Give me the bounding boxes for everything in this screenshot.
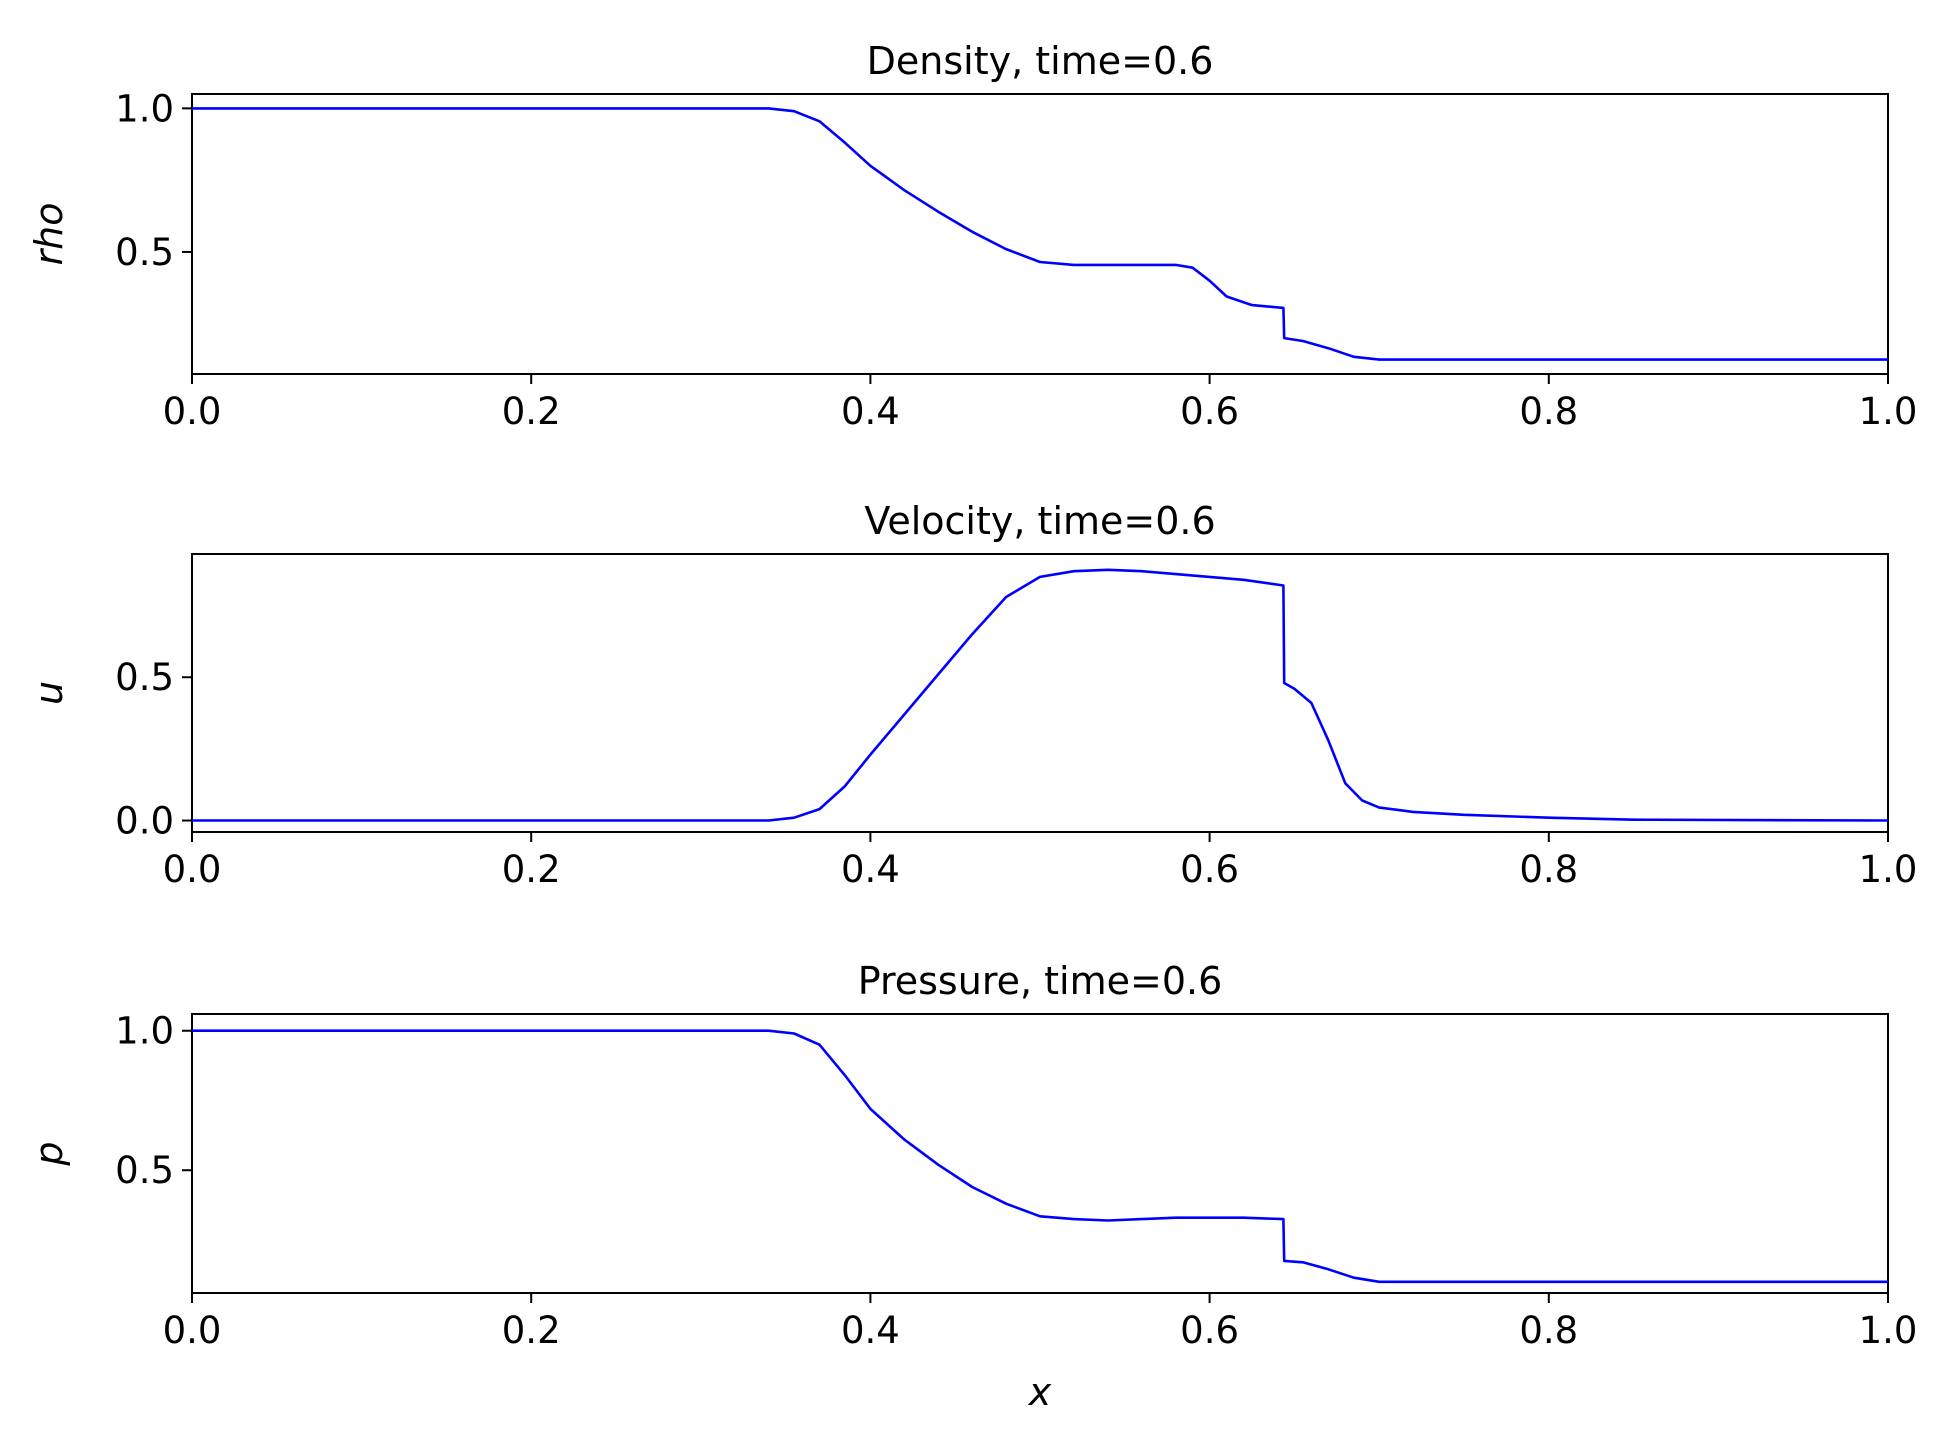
p-x-tick-label: 0.4: [841, 1309, 900, 1352]
p-plot-frame: [191, 1013, 1889, 1294]
rho-plot-frame: [191, 93, 1889, 375]
p-y-tick-label: 0.5: [115, 1149, 174, 1192]
u-y-axis-label: u: [27, 681, 71, 705]
rho-chart-title: Density, time=0.6: [867, 39, 1214, 83]
p-y-tick-label: 1.0: [115, 1010, 174, 1053]
u-series-line: [192, 568, 1889, 822]
u-x-tick-label: 0.6: [1180, 848, 1239, 891]
rho-x-tick-label: 0.8: [1519, 390, 1578, 433]
u-chart-title: Velocity, time=0.6: [864, 499, 1215, 543]
u-x-tick-label: 0.2: [502, 848, 561, 891]
p-x-axis-label: x: [1028, 1370, 1052, 1414]
rho-x-tick-label: 0.4: [841, 390, 900, 433]
p-x-tick-label: 0.0: [163, 1309, 222, 1352]
p-series-line: [192, 1029, 1888, 1284]
rho-series-line: [192, 107, 1888, 361]
rho-y-tick-label: 1.0: [115, 87, 174, 130]
velocity-panel: Velocity, time=0.6 0.0 0.2 0.4 0.6 0.8 1.0 0.0 0…: [27, 499, 1917, 891]
rho-x-tick-label: 0.0: [163, 390, 222, 433]
p-x-tick-label: 0.6: [1180, 1309, 1239, 1352]
p-chart-title: Pressure, time=0.6: [858, 959, 1223, 1003]
u-x-tick-label: 0.0: [163, 848, 222, 891]
u-x-tick-label: 0.4: [841, 848, 900, 891]
u-x-tick-label: 0.8: [1519, 848, 1578, 891]
p-x-tick-label: 0.8: [1519, 1309, 1578, 1352]
rho-y-axis-label: rho: [27, 203, 71, 266]
u-y-tick-label: 0.0: [115, 800, 174, 843]
u-x-tick-label: 1.0: [1859, 848, 1918, 891]
pressure-panel: Pressure, time=0.6 0.0 0.2 0.4 0.6 0.8 1.0 0.5 1…: [27, 959, 1917, 1414]
p-x-tick-label: 0.2: [502, 1309, 561, 1352]
u-y-tick-label: 0.5: [115, 656, 174, 699]
rho-x-tick-label: 0.6: [1180, 390, 1239, 433]
rho-x-tick-label: 0.2: [502, 390, 561, 433]
density-panel: Density, time=0.6 0.0 0.2 0.4 0.6 0.8 1.0 0.5 1.…: [27, 39, 1917, 433]
rho-x-tick-label: 1.0: [1859, 390, 1918, 433]
rho-y-tick-label: 0.5: [115, 231, 174, 274]
p-y-axis-label: p: [27, 1141, 71, 1166]
u-plot-frame: [191, 553, 1889, 833]
p-x-tick-label: 1.0: [1859, 1309, 1918, 1352]
